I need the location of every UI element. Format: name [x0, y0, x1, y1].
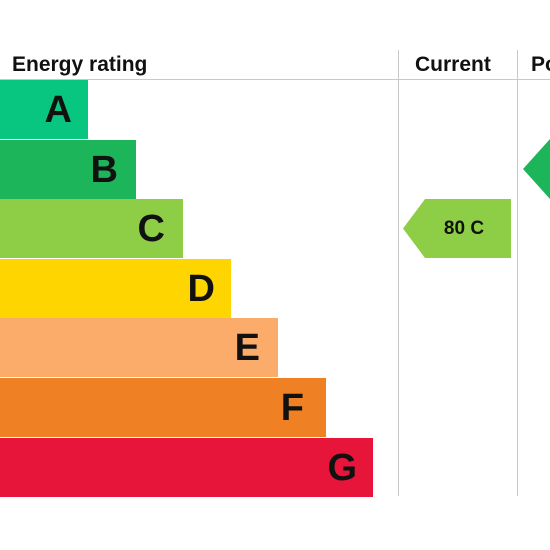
- current-column-divider: [398, 50, 399, 496]
- rating-letter-d: D: [187, 267, 215, 310]
- rating-bar-b: B: [0, 140, 136, 199]
- current-rating-label: 80 C: [443, 217, 485, 239]
- potential-header: Po: [531, 53, 550, 76]
- rating-letter-e: E: [234, 326, 260, 369]
- energy-rating-header: Energy rating: [12, 53, 148, 76]
- rating-letter-f: F: [280, 386, 304, 429]
- rating-bar-e: E: [0, 318, 278, 377]
- rating-bar-g: G: [0, 438, 373, 497]
- rating-letter-g: G: [327, 446, 357, 489]
- header-divider: [0, 79, 550, 80]
- rating-bar-a: A: [0, 80, 88, 139]
- rating-letter-b: B: [90, 148, 118, 191]
- current-header: Current: [415, 53, 491, 76]
- rating-bar-c: C: [0, 199, 183, 258]
- rating-bar-f: F: [0, 378, 326, 437]
- rating-letter-a: A: [44, 88, 72, 131]
- current-rating-arrow: [403, 199, 511, 258]
- potential-column-divider: [517, 50, 518, 496]
- rating-bar-d: D: [0, 259, 231, 318]
- rating-letter-c: C: [137, 207, 165, 250]
- potential-rating-arrow: [523, 139, 550, 199]
